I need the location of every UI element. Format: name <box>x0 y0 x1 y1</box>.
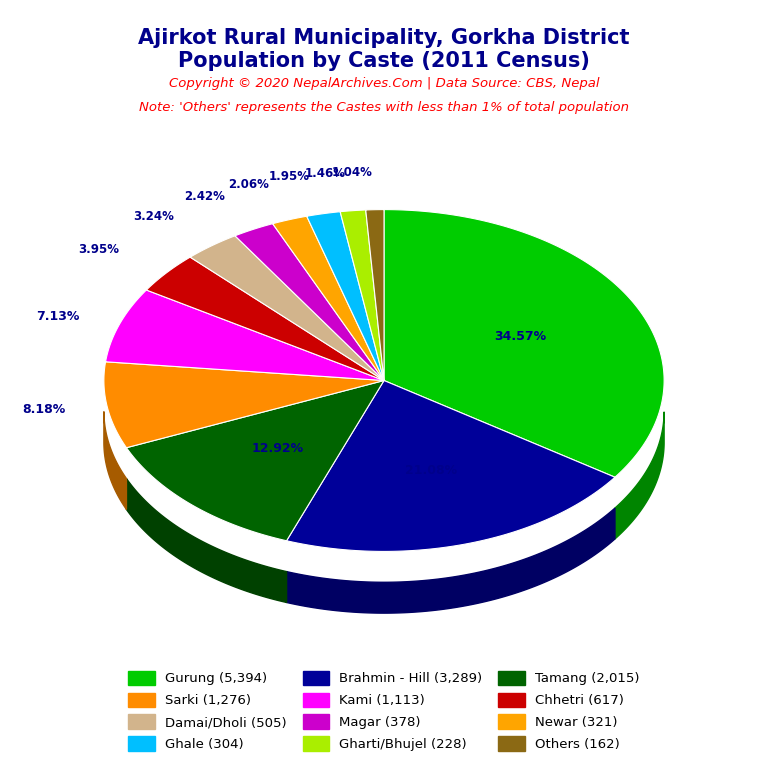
Text: Note: 'Others' represents the Castes with less than 1% of total population: Note: 'Others' represents the Castes wit… <box>139 101 629 114</box>
Polygon shape <box>104 362 384 448</box>
Polygon shape <box>235 223 384 380</box>
Polygon shape <box>286 508 615 613</box>
Polygon shape <box>104 412 127 509</box>
Polygon shape <box>384 210 664 477</box>
Polygon shape <box>127 478 286 602</box>
Text: Population by Caste (2011 Census): Population by Caste (2011 Census) <box>178 51 590 71</box>
Text: 3.95%: 3.95% <box>78 243 119 256</box>
Text: Copyright © 2020 NepalArchives.Com | Data Source: CBS, Nepal: Copyright © 2020 NepalArchives.Com | Dat… <box>169 77 599 90</box>
Text: 2.06%: 2.06% <box>228 177 269 190</box>
Polygon shape <box>306 212 384 380</box>
Polygon shape <box>127 380 384 541</box>
Polygon shape <box>190 236 384 380</box>
Text: 3.24%: 3.24% <box>133 210 174 223</box>
Polygon shape <box>340 210 384 380</box>
Text: 7.13%: 7.13% <box>36 310 80 323</box>
Polygon shape <box>147 257 384 380</box>
Polygon shape <box>105 290 384 380</box>
Polygon shape <box>615 412 664 539</box>
Text: 12.92%: 12.92% <box>252 442 304 455</box>
Text: 1.95%: 1.95% <box>269 170 310 184</box>
Text: 34.57%: 34.57% <box>495 330 546 343</box>
Polygon shape <box>273 217 384 380</box>
Text: 21.08%: 21.08% <box>405 464 457 477</box>
Legend: Gurung (5,394), Sarki (1,276), Damai/Dholi (505), Ghale (304), Brahmin - Hill (3: Gurung (5,394), Sarki (1,276), Damai/Dho… <box>121 664 647 757</box>
Text: 2.42%: 2.42% <box>184 190 225 203</box>
Text: Ajirkot Rural Municipality, Gorkha District: Ajirkot Rural Municipality, Gorkha Distr… <box>138 28 630 48</box>
Text: 1.46%: 1.46% <box>305 167 346 180</box>
Text: 1.04%: 1.04% <box>332 166 372 179</box>
Text: 8.18%: 8.18% <box>22 403 65 415</box>
Polygon shape <box>366 210 384 380</box>
Polygon shape <box>286 380 615 551</box>
